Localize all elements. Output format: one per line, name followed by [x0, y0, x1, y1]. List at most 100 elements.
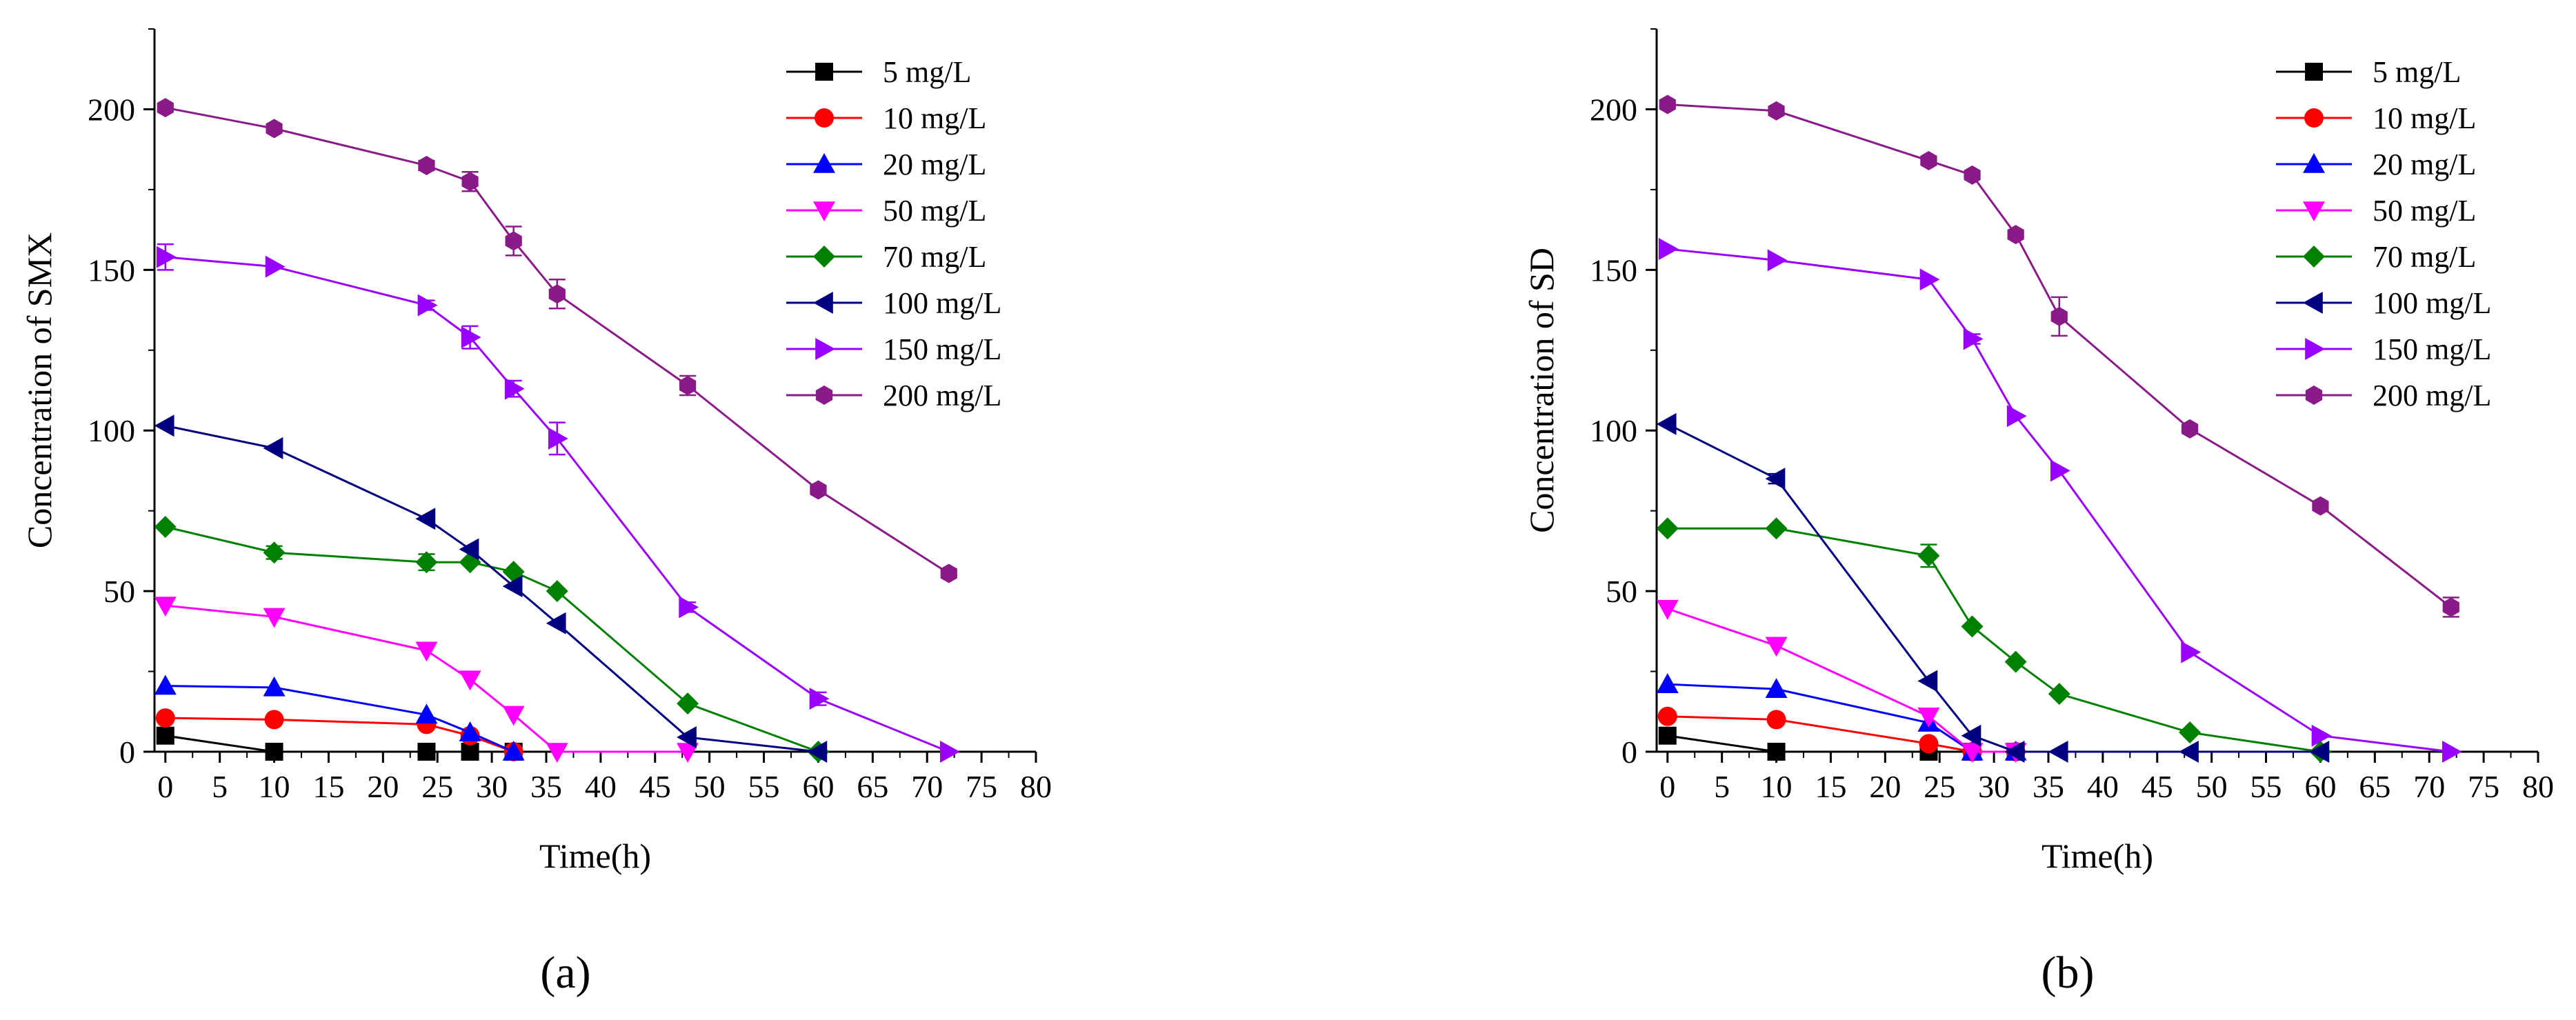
data-point	[2006, 405, 2027, 428]
legend-swatch-marker	[815, 63, 833, 81]
data-point	[1768, 101, 1785, 121]
x-tick-label: 50	[694, 769, 726, 804]
data-point	[459, 670, 481, 691]
data-point	[1656, 673, 1679, 693]
data-point	[2004, 741, 2025, 763]
legend-swatch-marker	[2303, 153, 2325, 173]
y-tick-label: 150	[88, 252, 135, 288]
x-tick-label: 35	[2033, 769, 2064, 804]
data-point	[461, 326, 481, 349]
data-point	[1765, 637, 1788, 657]
x-axis-title: Time(h)	[539, 837, 651, 875]
legend-swatch-marker	[2303, 201, 2325, 221]
legend-label: 5 mg/L	[2373, 55, 2461, 89]
x-tick-label: 10	[259, 769, 290, 804]
legend-swatch-marker	[2304, 108, 2324, 128]
legend-entry-10-mg-l: 10 mg/L	[2276, 101, 2476, 135]
x-tick-label: 30	[1978, 769, 2010, 804]
data-point	[679, 596, 699, 619]
x-tick-label: 0	[1659, 769, 1675, 804]
y-tick-label: 150	[1590, 252, 1637, 288]
x-tick-label: 55	[748, 769, 780, 804]
x-tick-label: 20	[367, 769, 399, 804]
data-point	[1919, 268, 1940, 291]
data-point	[677, 726, 697, 749]
data-point	[1917, 707, 1940, 728]
data-point	[2309, 741, 2330, 763]
data-point	[1919, 734, 1939, 754]
x-tick-label: 15	[312, 769, 344, 804]
legend-entry-10-mg-l: 10 mg/L	[786, 101, 986, 135]
x-tick-label: 70	[911, 769, 943, 804]
data-point	[156, 246, 177, 268]
y-axis-title: Concentration of SMX	[20, 232, 59, 548]
legend: 5 mg/L 10 mg/L 20 mg/L 50 mg/L 70 mg/L 100 mg…	[786, 55, 1001, 412]
legend-label: 5 mg/L	[883, 55, 971, 89]
legend-entry-200-mg-l: 200 mg/L	[786, 379, 1001, 412]
data-point	[1657, 706, 1677, 726]
legend-entry-50-mg-l: 50 mg/L	[2276, 194, 2476, 228]
series-line	[165, 106, 950, 574]
data-point	[546, 612, 566, 634]
x-tick-label: 60	[802, 769, 834, 804]
data-point	[502, 575, 523, 598]
legend-entry-50-mg-l: 50 mg/L	[786, 194, 986, 228]
data-point	[415, 641, 438, 662]
data-point	[2181, 419, 2199, 439]
series-line	[1667, 103, 2452, 608]
data-point	[2004, 650, 2027, 673]
series-150-mg-l	[156, 243, 960, 763]
data-point	[1656, 599, 1679, 620]
data-point	[1961, 724, 1981, 747]
legend-label: 70 mg/L	[2373, 240, 2476, 274]
data-point	[459, 538, 479, 561]
series-line	[1667, 423, 2321, 753]
data-point	[2048, 741, 2068, 763]
data-point	[157, 98, 174, 118]
data-point	[417, 294, 438, 317]
y-tick-label: 50	[1606, 574, 1637, 609]
data-point	[1765, 678, 1788, 698]
legend-entry-100-mg-l: 100 mg/L	[2276, 286, 2491, 320]
data-point	[2312, 496, 2329, 516]
data-point	[1961, 743, 1984, 763]
data-point	[2007, 225, 2024, 245]
data-point	[263, 541, 286, 564]
data-point	[156, 726, 174, 745]
chart-panel-a: 0 5 10 15 20 25 30 35 40 45 50 55 60 65 70 75 80 0 50 100 15…	[20, 28, 1052, 998]
legend-label: 10 mg/L	[883, 101, 986, 135]
series-200-mg-l	[157, 98, 957, 583]
x-tick-label: 35	[530, 769, 562, 804]
series-200-mg-l	[1659, 94, 2459, 618]
series-line	[165, 424, 819, 753]
legend-swatch-marker	[2305, 386, 2323, 405]
legend: 5 mg/L 10 mg/L 20 mg/L 50 mg/L 70 mg/L 100 mg…	[2276, 55, 2491, 412]
y-axis-title: Concentration of SD	[1522, 248, 1561, 533]
x-tick-label: 65	[857, 769, 888, 804]
legend-label: 100 mg/L	[883, 286, 1001, 320]
legend-label: 200 mg/L	[2373, 379, 2491, 412]
data-point	[1963, 328, 1984, 350]
x-tick-label: 80	[2522, 769, 2554, 804]
x-tick-label: 75	[966, 769, 997, 804]
legend-swatch-marker	[813, 292, 833, 314]
data-point	[1659, 94, 1676, 114]
data-point	[154, 674, 177, 695]
data-point	[264, 710, 284, 730]
data-point	[679, 376, 697, 396]
data-point	[2050, 459, 2070, 482]
x-tick-label: 40	[2087, 769, 2119, 804]
legend-label: 100 mg/L	[2373, 286, 2491, 320]
data-point	[809, 688, 830, 710]
data-point	[155, 708, 175, 728]
data-point	[1658, 726, 1677, 745]
data-point	[505, 231, 522, 251]
data-point	[1767, 743, 1786, 761]
x-axis-title: Time(h)	[2041, 837, 2153, 875]
data-point	[1917, 544, 1940, 567]
legend-swatch-marker	[2303, 246, 2325, 268]
data-point	[677, 692, 699, 715]
data-point	[417, 743, 436, 761]
data-point	[677, 743, 699, 763]
legend-label: 150 mg/L	[2373, 332, 2491, 366]
